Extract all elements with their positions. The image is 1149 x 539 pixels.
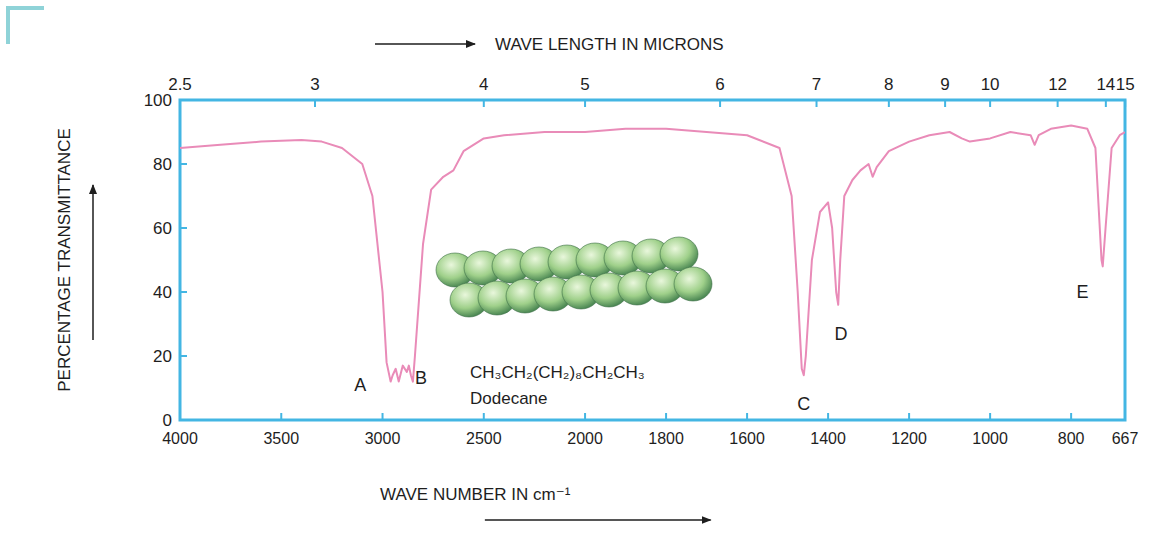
x2-tick <box>1105 100 1107 107</box>
x-tick-label: 1800 <box>648 430 684 447</box>
peak-label: E <box>1076 282 1088 302</box>
peak-label: D <box>835 324 848 344</box>
x2-tick <box>1124 100 1126 107</box>
x-tick <box>483 413 485 420</box>
x-tick <box>1124 413 1126 420</box>
x2-tick <box>1057 100 1059 107</box>
x-tick-label: 800 <box>1058 430 1085 447</box>
x2-tick <box>944 100 946 107</box>
x-tick <box>179 413 181 420</box>
arrow <box>92 185 94 340</box>
x-tick-label: 1000 <box>972 430 1008 447</box>
plot-frame <box>180 100 1125 420</box>
x-tick <box>989 413 991 420</box>
y-axis-title: PERCENTAGE TRANSMITTANCE <box>55 128 74 392</box>
x-tick-label: 1200 <box>891 430 927 447</box>
plot-area <box>180 126 1125 382</box>
y-tick <box>180 163 187 165</box>
x-tick <box>382 413 384 420</box>
x-tick <box>584 413 586 420</box>
x2-tick-label: 6 <box>715 75 724 94</box>
corner-bracket <box>8 8 44 44</box>
x2-tick-label: 5 <box>580 75 589 94</box>
x-tick <box>1070 413 1072 420</box>
compound-name: Dodecane <box>470 389 548 408</box>
peak-label: B <box>415 368 427 388</box>
x2-tick-label: 10 <box>981 75 1000 94</box>
x2-tick-label: 7 <box>812 75 821 94</box>
chart: 0204060801004000350030002500200018001600… <box>0 0 1149 539</box>
x-tick-label: 4000 <box>162 430 198 447</box>
x2-tick <box>989 100 991 107</box>
x2-tick <box>816 100 818 107</box>
y-tick <box>180 227 187 229</box>
y-tick <box>180 99 187 101</box>
peak-label: A <box>354 375 366 395</box>
x2-tick-label: 4 <box>479 75 488 94</box>
x-tick-label: 667 <box>1112 430 1139 447</box>
y-tick <box>180 419 187 421</box>
y-tick-label: 40 <box>153 283 172 302</box>
x-tick <box>280 413 282 420</box>
x2-tick <box>888 100 890 107</box>
x2-tick-label: 9 <box>940 75 949 94</box>
x-tick <box>827 413 829 420</box>
x-tick <box>746 413 748 420</box>
x-tick-label: 1400 <box>810 430 846 447</box>
x-tick-label: 3500 <box>263 430 299 447</box>
peak-label: C <box>797 394 810 414</box>
x-tick <box>908 413 910 420</box>
y-tick-label: 20 <box>153 347 172 366</box>
y-tick <box>180 355 187 357</box>
spectrum-line <box>180 126 1125 382</box>
x2-tick <box>483 100 485 107</box>
x2-tick-label: 3 <box>310 75 319 94</box>
x2-tick <box>179 100 181 107</box>
x-tick-label: 1600 <box>729 430 765 447</box>
arrow <box>375 43 475 45</box>
x2-tick-label: 14 <box>1096 75 1115 94</box>
x2-tick <box>584 100 586 107</box>
x2-tick-label: 12 <box>1048 75 1067 94</box>
formula: CH₃CH₂(CH₂)₈CH₂CH₃ <box>470 363 645 382</box>
y-tick <box>180 291 187 293</box>
x-tick <box>665 413 667 420</box>
x-tick-label: 2500 <box>466 430 502 447</box>
x-tick-label: 3000 <box>365 430 401 447</box>
x2-tick-label: 8 <box>884 75 893 94</box>
x2-tick-label: 15 <box>1116 75 1135 94</box>
x2-tick <box>314 100 316 107</box>
y-tick-label: 0 <box>163 411 172 430</box>
arrow <box>485 519 711 521</box>
x2-tick <box>719 100 721 107</box>
y-tick-label: 80 <box>153 155 172 174</box>
x2-tick-label: 2.5 <box>168 75 192 94</box>
x-axis-title: WAVE NUMBER IN cm⁻¹ <box>380 485 571 504</box>
y-tick-label: 60 <box>153 219 172 238</box>
x-tick-label: 2000 <box>567 430 603 447</box>
molecule-model <box>436 237 712 317</box>
x2-axis-title: WAVE LENGTH IN MICRONS <box>495 35 724 54</box>
